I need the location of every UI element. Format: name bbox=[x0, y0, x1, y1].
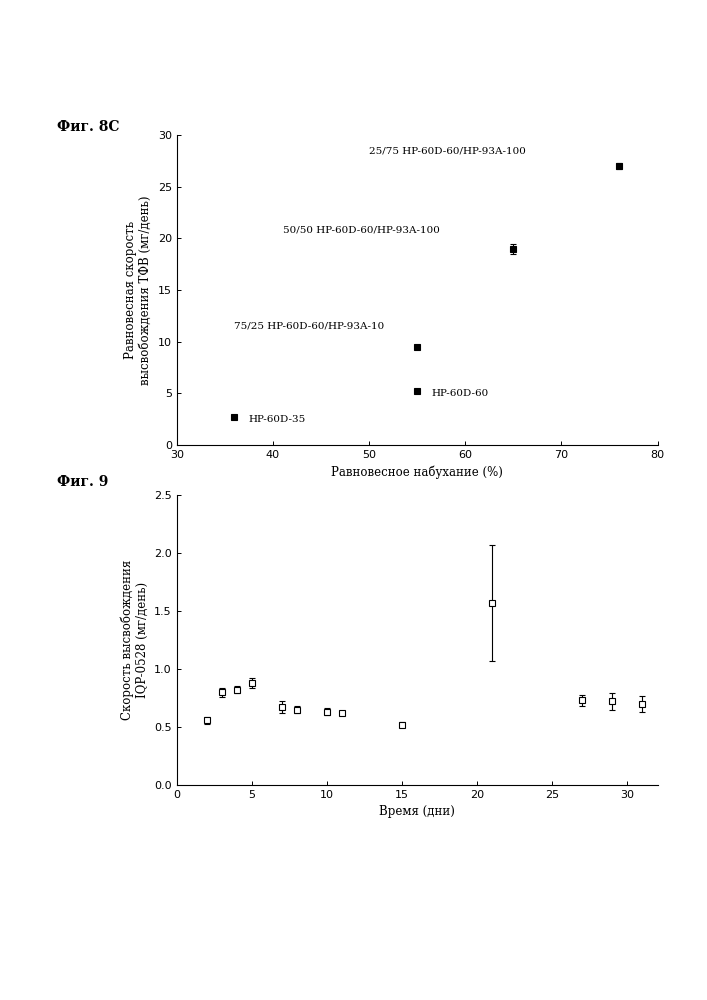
Y-axis label: Скорость высвобождения
IQP-0528 (мг/день): Скорость высвобождения IQP-0528 (мг/день… bbox=[120, 560, 148, 720]
Text: HP-60D-35: HP-60D-35 bbox=[249, 415, 306, 424]
Text: Фиг. 9: Фиг. 9 bbox=[57, 475, 108, 489]
Text: 50/50 HP-60D-60/HP-93A-100: 50/50 HP-60D-60/HP-93A-100 bbox=[283, 226, 439, 235]
Text: Фиг. 8C: Фиг. 8C bbox=[57, 120, 119, 134]
Text: 25/75 HP-60D-60/HP-93A-100: 25/75 HP-60D-60/HP-93A-100 bbox=[369, 146, 526, 155]
Y-axis label: Равновесная скорость
высвобождения ТФВ (мг/день): Равновесная скорость высвобождения ТФВ (… bbox=[124, 195, 152, 385]
Text: HP-60D-60: HP-60D-60 bbox=[431, 389, 489, 398]
X-axis label: Равновесное набухание (%): Равновесное набухание (%) bbox=[331, 465, 503, 479]
Text: 75/25 HP-60D-60/HP-93A-10: 75/25 HP-60D-60/HP-93A-10 bbox=[235, 322, 385, 331]
X-axis label: Время (дни): Время (дни) bbox=[379, 805, 455, 818]
